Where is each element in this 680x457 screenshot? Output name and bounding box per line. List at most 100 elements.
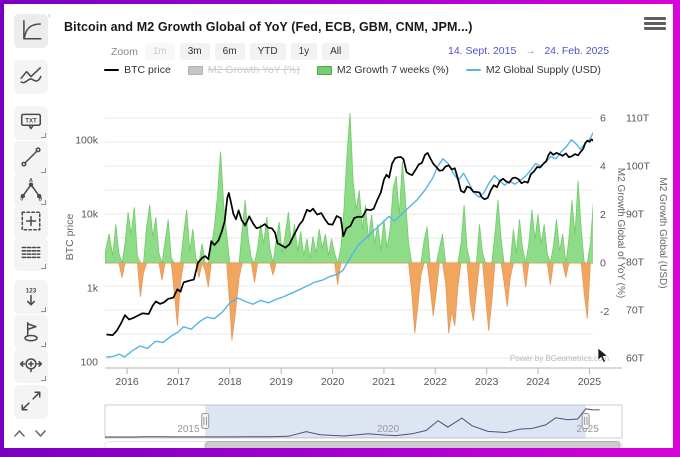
flag-marker-icon: [19, 319, 43, 346]
zoom-button-1y[interactable]: 1y: [290, 43, 318, 60]
yoy-tick-label: 6: [600, 112, 606, 124]
legend-line-marker: [104, 68, 120, 72]
zoom-pan-tool-button[interactable]: [14, 349, 48, 383]
navigator-axis-label: 2015: [177, 424, 200, 435]
btc-tick-label: 1k: [87, 283, 99, 295]
submenu-corner-icon: [41, 376, 46, 381]
x-tick-label: 2019: [270, 376, 294, 388]
navigator-axis-label: 2020: [377, 424, 400, 435]
text-annotation-tool-button[interactable]: TXT: [14, 106, 48, 140]
x-tick-label: 2022: [424, 376, 448, 388]
zoom-button-6m[interactable]: 6m: [214, 43, 245, 60]
legend-item-m2-growth-yoy[interactable]: M2 Growth YoY (%): [187, 64, 300, 76]
btc-price-line: [106, 138, 593, 337]
context-menu-button[interactable]: [644, 17, 666, 33]
selection-region-tool-button[interactable]: [14, 205, 48, 239]
svg-text:0: 0: [20, 196, 23, 201]
m2-growth-7w-negative-area: [105, 261, 593, 341]
svg-text:123: 123: [26, 287, 37, 294]
zoom-pan-icon: [19, 353, 43, 380]
selection-region-icon: [19, 209, 43, 236]
x-tick-label: 2024: [526, 376, 550, 388]
angle-ab-tool-button[interactable]: A 0 B: [14, 173, 48, 207]
x-tick-label: 2017: [167, 376, 191, 388]
usd-tick-label: 100T: [626, 161, 651, 173]
navigator-outline: [104, 404, 623, 439]
zoom-button-3m[interactable]: 3m: [179, 43, 210, 60]
usd-axis-title: M2 Growth Global (USD): [657, 177, 668, 288]
navigator-series-line: [105, 408, 600, 438]
legend-item-m2-global-supply[interactable]: M2 Global Supply (USD): [465, 64, 601, 76]
zoom-button-ytd[interactable]: YTD: [249, 43, 286, 60]
text-annotation-icon: TXT: [19, 110, 43, 137]
x-tick-label: 2016: [115, 376, 139, 388]
x-tick-label: 2025: [578, 376, 602, 388]
yoy-tick-label: -2: [600, 306, 609, 318]
chevron-down-icon[interactable]: [33, 428, 48, 439]
legend-item-m2-growth-7w[interactable]: M2 Growth 7 weeks (%): [316, 64, 449, 76]
trend-line-icon: [19, 145, 43, 172]
range-start-date[interactable]: 14. Sept. 2015: [448, 45, 517, 57]
horizontal-rows-tool-button[interactable]: [14, 237, 48, 271]
zoom-button-all[interactable]: All: [322, 43, 350, 60]
range-arrow-icon: →: [525, 45, 536, 57]
submenu-corner-icon: [41, 342, 46, 347]
btc-tick-label: 100: [80, 357, 98, 369]
legend-item-btc-price[interactable]: BTC price: [104, 64, 171, 76]
scrollbar-thumb[interactable]: [204, 441, 621, 449]
plot-area: [105, 112, 593, 358]
chevron-up-icon[interactable]: [12, 428, 27, 439]
sidebar-scroll-controls: [12, 428, 48, 439]
legend-rect-marker: [187, 65, 203, 75]
navigator-right-handle[interactable]: [581, 413, 590, 429]
yoy-tick-label: 0: [600, 258, 606, 270]
btc-tick-label: 100k: [75, 135, 99, 147]
btc-tick-label: 10k: [81, 209, 99, 221]
numeric-marker-icon: 123: [19, 284, 43, 311]
curve-chart-tool-button[interactable]: [14, 14, 48, 48]
navigator-axis-label: 2025: [577, 424, 600, 435]
usd-tick-label: 70T: [626, 305, 645, 317]
x-tick-label: 2020: [321, 376, 345, 388]
angle-ab-icon: A 0 B: [19, 177, 43, 204]
page-title: Bitcoin and M2 Growth Global of YoY (Fed…: [64, 20, 473, 35]
collapse-sidebar-icon[interactable]: ‹: [48, 10, 51, 20]
legend-rect-marker: [316, 65, 332, 75]
app-background: 2016 2017 2018 2019 2020 2021 2022 2023 2024 2025…: [4, 4, 673, 448]
zoom-label: Zoom: [111, 45, 138, 58]
numeric-marker-tool-button[interactable]: 123: [14, 280, 48, 314]
expand-fullscreen-tool-button[interactable]: [14, 385, 48, 419]
x-tick-label: 2018: [218, 376, 242, 388]
trend-waves-tool-button[interactable]: [14, 60, 48, 94]
chart-svg: 2016 2017 2018 2019 2020 2021 2022 2023 2024 2025…: [64, 112, 668, 449]
legend: BTC price M2 Growth YoY (%) M2 Growth 7 …: [100, 64, 605, 76]
expand-fullscreen-icon: [19, 389, 43, 416]
usd-tick-label: 80T: [626, 257, 645, 269]
submenu-corner-icon: [41, 307, 46, 312]
horizontal-rows-icon: [19, 241, 43, 268]
trend-line-tool-button[interactable]: [14, 141, 48, 175]
btc-axis-title: BTC price: [64, 214, 76, 261]
watermark: Power by BGeometrics.com: [510, 354, 609, 363]
submenu-corner-icon: [41, 168, 46, 173]
m2-global-supply-line: [106, 131, 593, 358]
x-tick-label: 2021: [372, 376, 396, 388]
svg-text:A: A: [29, 178, 33, 184]
svg-text:B: B: [38, 196, 42, 201]
range-end-date[interactable]: 24. Feb. 2025: [544, 45, 610, 57]
yoy-tick-label: 2: [600, 209, 606, 221]
zoom-button-1m[interactable]: 1m: [144, 43, 175, 60]
m2-growth-7w-positive-area: [105, 112, 593, 265]
yoy-axis-title: M2 Growth Global of YoY (%): [615, 168, 626, 298]
navigator-selected-mask[interactable]: [205, 405, 586, 438]
navigator-left-handle[interactable]: [201, 413, 210, 429]
mouse-cursor-icon: [597, 347, 609, 363]
usd-tick-label: 90T: [626, 209, 645, 221]
svg-text:TXT: TXT: [25, 117, 37, 124]
flag-marker-tool-button[interactable]: [14, 315, 48, 349]
hamburger-icon: [644, 17, 666, 20]
submenu-corner-icon: [41, 133, 46, 138]
date-range: 14. Sept. 2015 → 24. Feb. 2025: [448, 45, 609, 57]
usd-tick-label: 110T: [626, 113, 650, 125]
